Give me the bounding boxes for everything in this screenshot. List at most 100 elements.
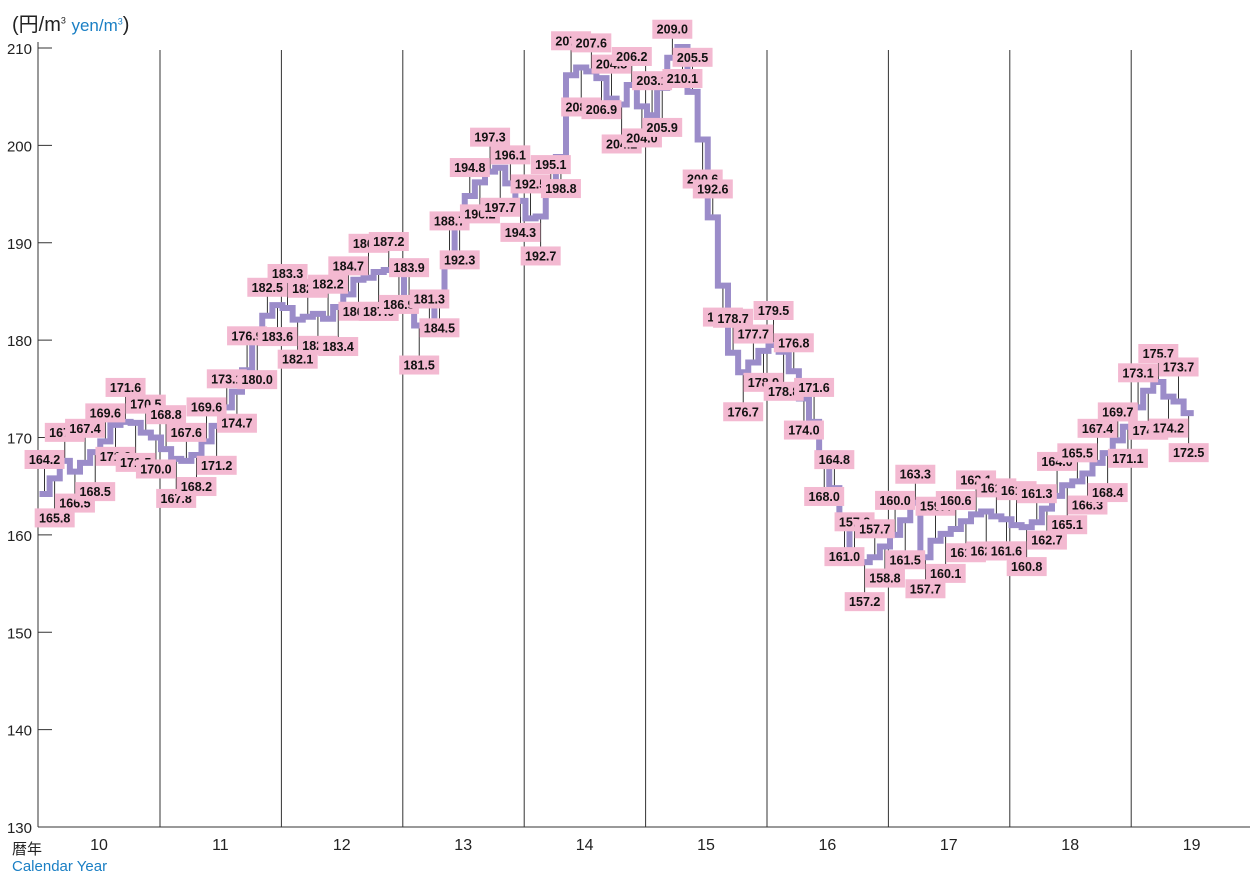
- data-label: 183.4: [323, 340, 354, 354]
- data-label-box: [1016, 484, 1057, 504]
- data-label: 182.1: [282, 353, 313, 367]
- data-label: 181.5: [404, 359, 435, 373]
- data-label-box: [1118, 363, 1159, 383]
- data-label-box: [389, 258, 430, 278]
- data-label: 161.3: [1021, 487, 1052, 501]
- data-label: 167.4: [69, 422, 100, 436]
- data-label-box: [540, 179, 581, 199]
- y-tick-label: 190: [7, 236, 32, 253]
- data-label-box: [925, 563, 966, 583]
- data-label-box: [642, 117, 683, 137]
- data-label: 160.0: [879, 494, 910, 508]
- data-label-box: [662, 69, 703, 89]
- x-tick-label: 16: [819, 837, 837, 854]
- data-label-box: [206, 369, 247, 389]
- data-label: 182.5: [252, 281, 283, 295]
- data-label-box: [449, 158, 490, 178]
- data-label: 206.9: [586, 103, 617, 117]
- data-label: 192.5: [515, 177, 546, 191]
- data-label: 179.5: [758, 304, 789, 318]
- data-label: 160.1: [930, 567, 961, 581]
- data-label: 169.6: [191, 400, 222, 414]
- data-label-box: [824, 547, 865, 567]
- data-label: 198.8: [545, 182, 576, 196]
- data-label-box: [1077, 418, 1118, 438]
- data-label: 157.7: [910, 582, 941, 596]
- data-label: 173.1: [211, 372, 242, 386]
- data-label-box: [611, 47, 652, 67]
- data-label: 205.5: [677, 51, 708, 65]
- data-label: 160.6: [940, 494, 971, 508]
- y-unit-en-sup: 3: [117, 16, 123, 27]
- data-label: 174.2: [1153, 422, 1184, 436]
- data-label-box: [378, 294, 419, 314]
- data-label-box: [854, 519, 895, 539]
- x-tick-label: 15: [697, 837, 715, 854]
- data-label: 203.1: [636, 74, 667, 88]
- data-label: 205.9: [647, 121, 678, 135]
- data-label: 192.7: [525, 249, 556, 263]
- data-label: 207.6: [576, 36, 607, 50]
- y-tick-label: 130: [7, 820, 32, 837]
- data-label-box: [844, 592, 885, 612]
- y-unit-en: yen/m: [71, 16, 118, 35]
- data-label-box: [632, 71, 673, 91]
- data-label-box: [783, 420, 824, 440]
- data-label-box: [1158, 357, 1199, 377]
- y-tick-label: 140: [7, 723, 32, 740]
- data-label-box: [490, 145, 531, 165]
- data-label: 194.8: [454, 161, 485, 175]
- data-label-box: [814, 450, 855, 470]
- data-label: 192.6: [697, 182, 728, 196]
- y-unit-jp-sup: 3: [60, 15, 66, 26]
- y-tick-label: 150: [7, 625, 32, 642]
- data-label: 210.1: [667, 72, 698, 86]
- data-label: 168.5: [80, 485, 111, 499]
- data-label: 197.3: [474, 131, 505, 145]
- y-tick-label: 200: [7, 138, 32, 155]
- data-label-box: [1168, 443, 1209, 463]
- data-label-box: [733, 324, 774, 344]
- data-label-box: [439, 250, 480, 270]
- data-label: 161.6: [991, 544, 1022, 558]
- y-axis-unit-label: (円/m3 yen/m3): [12, 14, 130, 36]
- x-tick-label: 17: [940, 837, 958, 854]
- x-tick-label: 19: [1183, 837, 1201, 854]
- data-label: 170.0: [140, 463, 171, 477]
- data-label: 178.7: [717, 312, 748, 326]
- data-label-box: [773, 333, 814, 353]
- data-label-box: [1107, 448, 1148, 468]
- data-label-box: [368, 232, 409, 252]
- data-label: 164.8: [819, 453, 850, 467]
- data-label-box: [794, 377, 835, 397]
- data-label: 157.2: [849, 595, 880, 609]
- data-label: 173.7: [1163, 360, 1194, 374]
- data-label-box: [692, 179, 733, 199]
- x-axis-title: 暦年 Calendar Year: [12, 841, 107, 875]
- data-label: 187.2: [373, 235, 404, 249]
- data-label: 184.7: [333, 259, 364, 273]
- data-label: 186.9: [383, 298, 414, 312]
- data-label: 168.4: [1092, 486, 1123, 500]
- data-label-box: [763, 381, 804, 401]
- data-label: 178.8: [768, 385, 799, 399]
- data-label-box: [1148, 418, 1189, 438]
- data-label-box: [105, 377, 146, 397]
- data-label: 184.5: [424, 321, 455, 335]
- y-tick-label: 210: [7, 41, 32, 58]
- data-label-box: [176, 477, 217, 497]
- data-label-box: [935, 491, 976, 511]
- data-label: 161.0: [829, 550, 860, 564]
- x-axis-title-en: Calendar Year: [12, 858, 108, 875]
- data-label: 181.3: [414, 292, 445, 306]
- data-label: 171.6: [798, 381, 829, 395]
- data-label: 165.8: [39, 511, 70, 525]
- x-tick-label: 14: [576, 837, 594, 854]
- data-label-box: [308, 274, 349, 294]
- data-label: 195.1: [535, 158, 566, 172]
- data-label: 176.8: [778, 336, 809, 350]
- data-label: 188.7: [434, 214, 465, 228]
- data-label: 168.0: [809, 490, 840, 504]
- data-label: 163.3: [900, 468, 931, 482]
- data-label: 171.6: [110, 381, 141, 395]
